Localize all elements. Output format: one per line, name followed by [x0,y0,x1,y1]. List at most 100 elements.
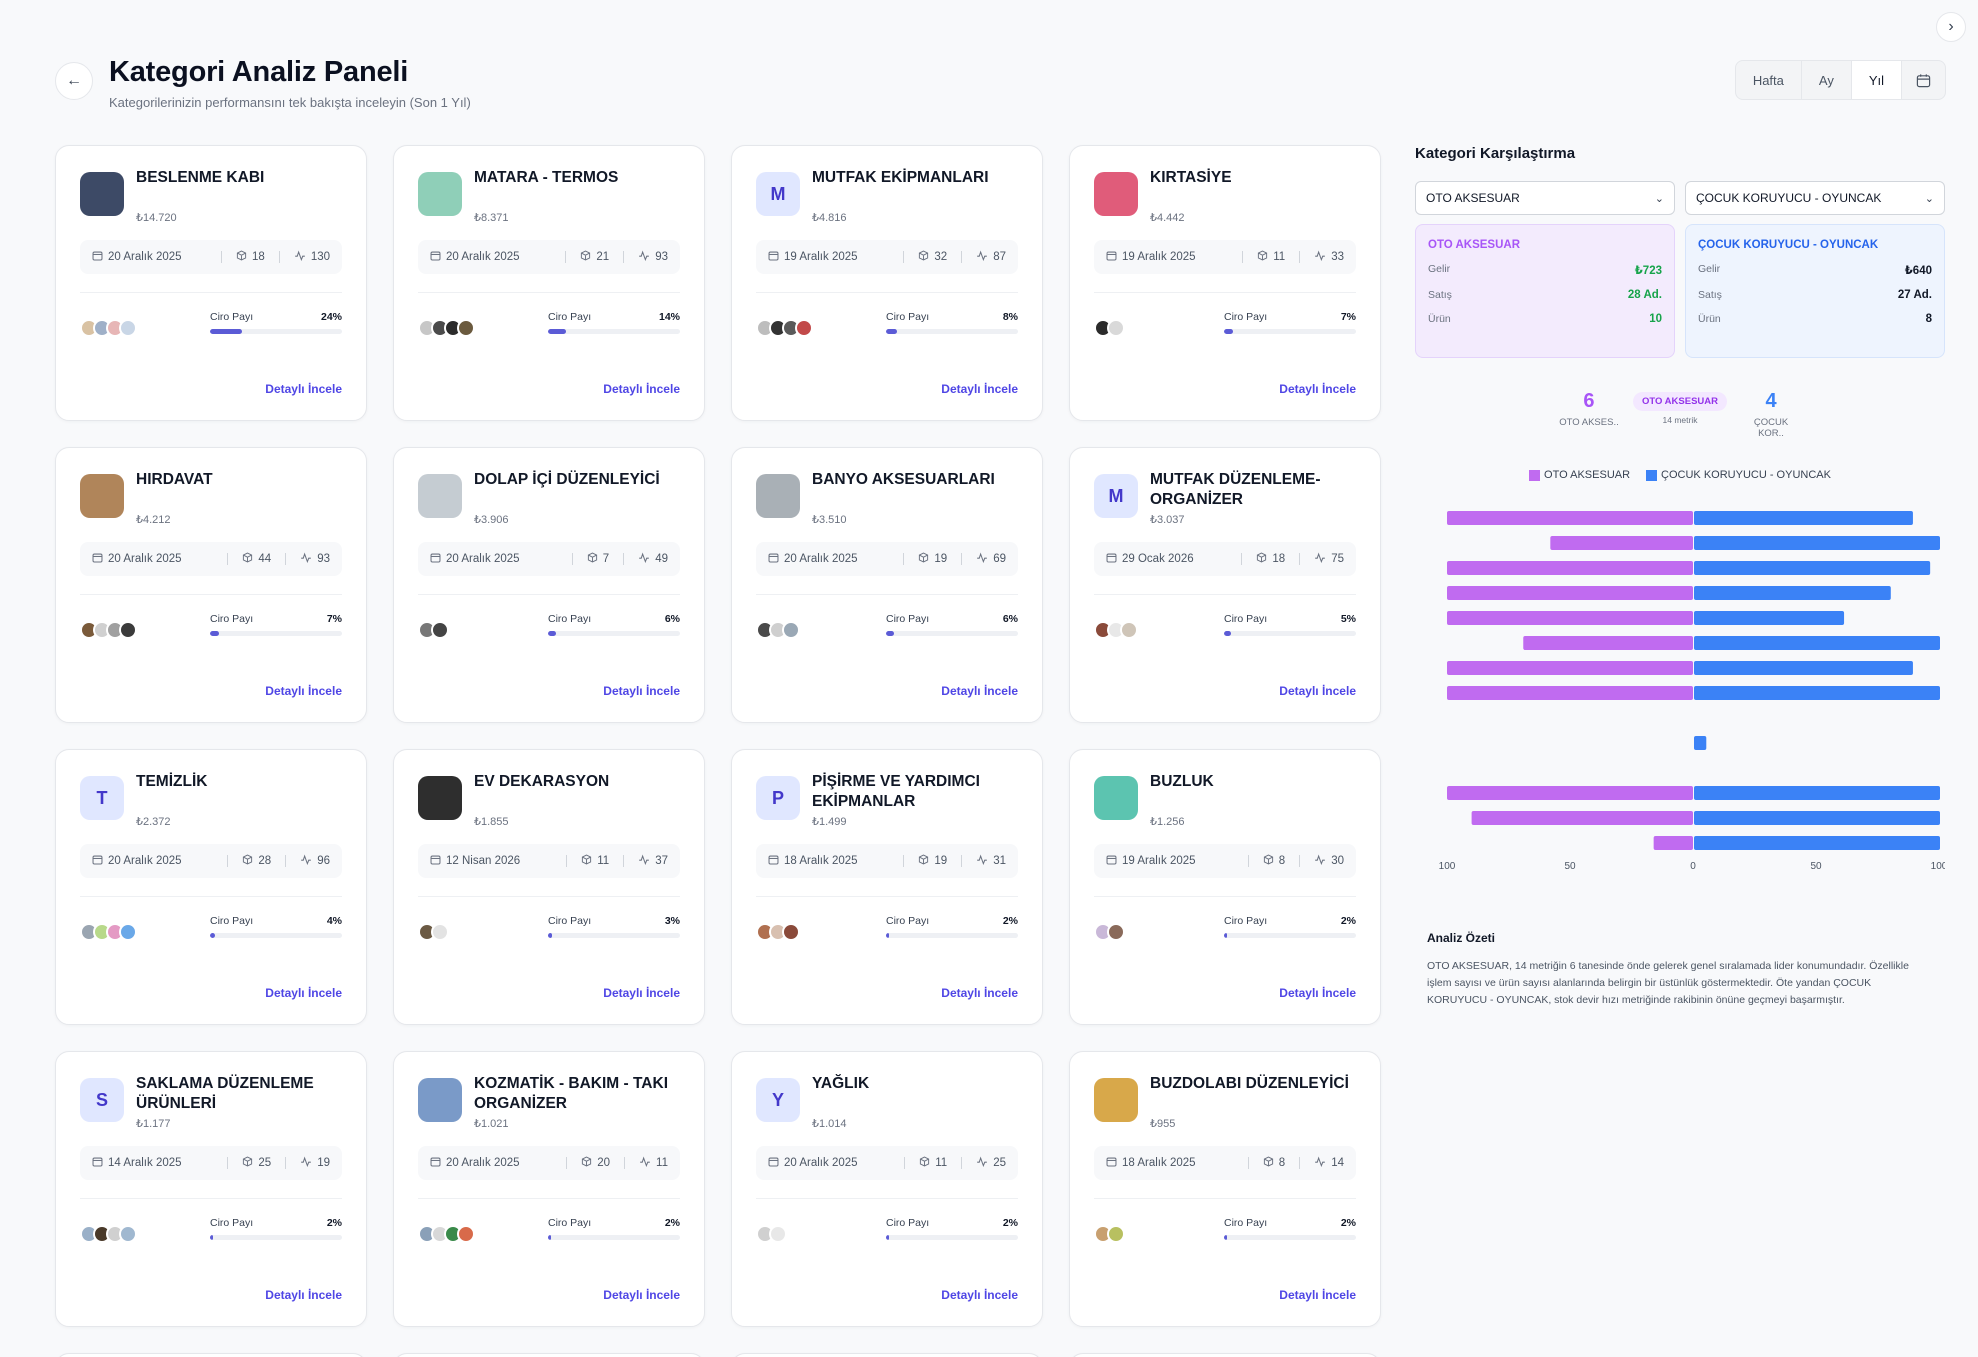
detail-link[interactable]: Detaylı İncele [603,684,680,698]
period-year-button[interactable]: Yıl [1851,61,1902,99]
axis-tick-label: 0 [1690,861,1696,872]
share-bar [1224,329,1356,334]
category-card[interactable]: P PİŞİRME VE YARDIMCI EKİPMANLAR ₺1.499 18 … [731,749,1043,1025]
category-card[interactable]: HIRDAVAT ₺4.212 20 Aralık 2025 44 93 Ciro Pay… [55,447,367,723]
category-card[interactable]: S SAKLAMA DÜZENLEME ÜRÜNLERİ ₺1.177 14 Aral… [55,1051,367,1327]
category-card[interactable]: EV DEKARASYON ₺1.855 12 Nisan 2026 11 37 Ciro… [393,749,705,1025]
detail-link[interactable]: Detaylı İncele [941,684,1018,698]
category-card[interactable]: MATARA - TERMOS ₺8.371 20 Aralık 2025 21 93 C… [393,145,705,421]
category-card[interactable]: KIRTASİYE ₺4.442 19 Aralık 2025 11 33 Ciro Pa… [1069,145,1381,421]
product-thumbnail [795,319,813,337]
detail-link[interactable]: Detaylı İncele [265,1288,342,1302]
page-title: Kategori Analiz Paneli [109,56,409,88]
share-label: Ciro Payı [548,311,592,323]
period-week-button[interactable]: Hafta [1736,61,1802,99]
category-card[interactable]: BESLENME KABI ₺14.720 20 Aralık 2025 18 130 C… [55,145,367,421]
category-card[interactable] [55,1353,367,1357]
category-card[interactable]: BUZLUK ₺1.256 19 Aralık 2025 8 30 Ciro Payı 2%… [1069,749,1381,1025]
detail-link[interactable]: Detaylı İncele [941,382,1018,396]
detail-link[interactable]: Detaylı İncele [603,986,680,1000]
category-card[interactable]: Y YAĞLIK ₺1.014 20 Aralık 2025 11 25 Ciro Payı… [731,1051,1043,1327]
category-name: BUZLUK [1150,773,1214,790]
bar-category-b[interactable] [1694,636,1940,650]
bar-category-b[interactable] [1694,786,1940,800]
category-card[interactable]: M MUTFAK EKİPMANLARI ₺4.816 19 Aralık 2025 3… [731,145,1043,421]
detail-link[interactable]: Detaylı İncele [265,382,342,396]
detail-link[interactable]: Detaylı İncele [265,684,342,698]
bar-category-b[interactable] [1694,686,1940,700]
bar-category-a[interactable] [1447,686,1693,700]
share-bar-fill [886,933,889,938]
product-thumbnail [457,1225,475,1243]
detail-link[interactable]: Detaylı İncele [941,986,1018,1000]
detail-link[interactable]: Detaylı İncele [603,382,680,396]
category-thumbnail [80,172,124,216]
category-card[interactable]: T TEMİZLİK ₺2.372 20 Aralık 2025 28 96 Ciro Pa… [55,749,367,1025]
detail-link[interactable]: Detaylı İncele [1279,684,1356,698]
category-stats: 12 Nisan 2026 11 37 [418,844,680,878]
category-card[interactable]: DOLAP İÇİ DÜZENLEYİCİ ₺3.906 20 Aralık 202… [393,447,705,723]
category-a-revenue: ₺723 [1634,265,1662,277]
bar-category-b[interactable] [1694,586,1891,600]
bar-category-a[interactable] [1447,786,1693,800]
back-button[interactable]: ← [55,62,93,100]
share-bar [548,933,680,938]
bar-category-b[interactable] [1694,611,1845,625]
bar-category-b[interactable] [1694,511,1913,525]
bar-category-b[interactable] [1694,736,1707,750]
product-thumbnail [782,621,800,639]
collapse-panel-button[interactable]: › [1936,12,1966,42]
calendar-button[interactable] [1902,61,1945,99]
bar-category-b[interactable] [1694,811,1940,825]
bar-category-a[interactable] [1523,636,1693,650]
category-b-select[interactable]: ÇOCUK KORUYUCU - OYUNCAK ⌄ [1685,181,1945,215]
bar-category-a[interactable] [1447,561,1693,575]
bar-category-a[interactable] [1653,836,1693,850]
detail-link[interactable]: Detaylı İncele [1279,986,1356,1000]
category-card[interactable] [393,1353,705,1357]
bar-category-a[interactable] [1471,811,1693,825]
activity-icon [295,250,305,262]
calendar-icon [1916,73,1931,87]
bar-category-a[interactable] [1447,611,1693,625]
category-revenue: ₺1.499 [812,816,847,828]
category-sales-count: 96 [317,855,330,867]
product-thumbnail [119,1225,137,1243]
bar-category-b[interactable] [1694,836,1940,850]
revenue-share: Ciro Payı 7% [210,613,342,636]
comparison-chart: 100 50 0 50 100 [1439,511,1945,872]
product-thumbnails [1094,923,1224,941]
category-card[interactable] [731,1353,1043,1357]
category-a-select[interactable]: OTO AKSESUAR ⌄ [1415,181,1675,215]
bar-category-a[interactable] [1447,661,1693,675]
category-card[interactable]: KOZMATİK - BAKIM - TAKI ORGANİZER ₺1.021 2… [393,1051,705,1327]
share-label: Ciro Payı [210,915,254,927]
legend-item-b[interactable]: ÇOCUK KORUYUCU - OYUNCAK [1646,469,1831,481]
period-month-button[interactable]: Ay [1802,61,1852,99]
bar-category-b[interactable] [1694,661,1913,675]
bar-category-a[interactable] [1447,586,1693,600]
detail-link[interactable]: Detaylı İncele [265,986,342,1000]
bar-category-b[interactable] [1694,536,1940,550]
category-name: EV DEKARASYON [474,773,610,790]
bar-category-a[interactable] [1447,511,1693,525]
box-icon [1263,854,1273,865]
product-thumbnail [431,621,449,639]
share-bar-fill [1224,1235,1227,1240]
page-header: ← Kategori Analiz Paneli Kategorileriniz… [55,56,471,110]
category-thumbnail [418,474,462,518]
category-thumbnail [418,1078,462,1122]
category-card[interactable]: M MUTFAK DÜZENLEME-ORGANİZER ₺3.037 29 Ocak… [1069,447,1381,723]
detail-link[interactable]: Detaylı İncele [941,1288,1018,1302]
product-thumbnails [80,621,210,639]
legend-item-a[interactable]: OTO AKSESUAR [1529,469,1630,481]
bar-category-a[interactable] [1550,536,1693,550]
category-card[interactable]: BANYO AKSESUARLARI ₺3.510 20 Aralık 2025 19… [731,447,1043,723]
revenue-share: Ciro Payı 5% [1224,613,1356,636]
detail-link[interactable]: Detaylı İncele [1279,382,1356,396]
bar-category-b[interactable] [1694,561,1931,575]
detail-link[interactable]: Detaylı İncele [603,1288,680,1302]
category-card[interactable] [1069,1353,1381,1357]
detail-link[interactable]: Detaylı İncele [1279,1288,1356,1302]
category-card[interactable]: BUZDOLABI DÜZENLEYİCİ ₺955 18 Aralık 2025 8… [1069,1051,1381,1327]
